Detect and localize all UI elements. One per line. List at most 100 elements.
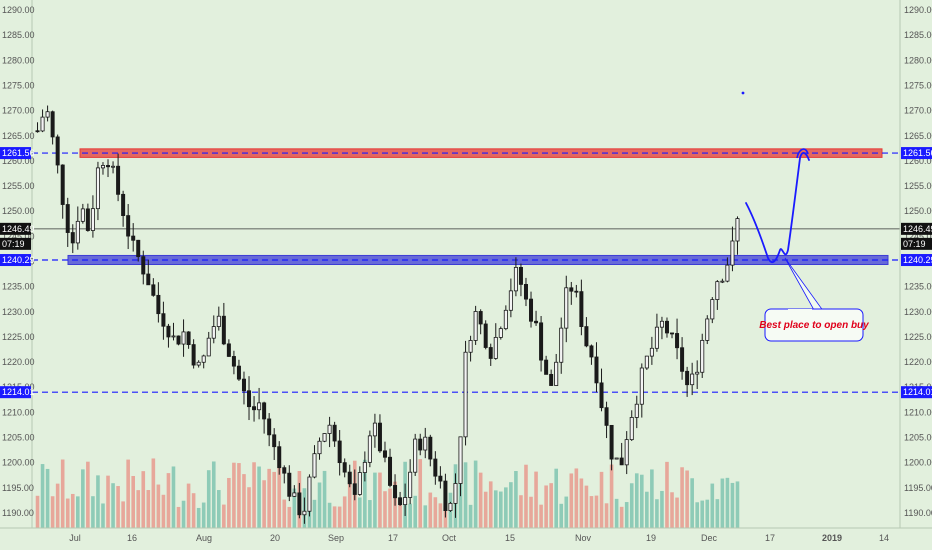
volume-bar xyxy=(710,483,715,528)
volume-bar xyxy=(287,506,292,528)
y-tick-label-right: 1275.00 xyxy=(904,80,932,90)
candle xyxy=(518,263,523,297)
candle xyxy=(287,465,292,502)
candle xyxy=(357,466,362,496)
volume-bar xyxy=(443,507,448,528)
y-tick-label-left: 1260.00 xyxy=(2,156,35,166)
candle xyxy=(241,371,246,405)
candle xyxy=(534,310,539,326)
candle xyxy=(166,323,171,348)
volume-bar xyxy=(368,500,372,528)
candle-body-up xyxy=(327,424,332,434)
candle xyxy=(65,197,70,247)
candle-body-down xyxy=(141,256,146,275)
volume-bar xyxy=(493,490,498,528)
candle-body-down xyxy=(272,434,277,448)
callout[interactable]: Best place to open buy xyxy=(759,257,869,342)
candle xyxy=(574,284,579,298)
volume-bar xyxy=(222,504,226,528)
y-tick-label-left: 1280.00 xyxy=(2,55,35,65)
volume-bar xyxy=(91,496,95,528)
volume-bar xyxy=(166,473,171,528)
candle xyxy=(247,376,252,421)
candle xyxy=(388,448,393,488)
candle xyxy=(312,445,317,479)
volume-bar xyxy=(312,499,317,528)
candle-body-down xyxy=(166,325,171,338)
volume-bar xyxy=(211,461,216,528)
candle xyxy=(725,257,730,283)
candle xyxy=(272,428,277,461)
candle xyxy=(569,281,574,305)
volume-bar xyxy=(584,485,589,528)
y-tick-label-left: 1210.00 xyxy=(2,407,35,417)
volume-bar xyxy=(519,495,523,528)
volume-bar xyxy=(634,473,639,528)
volume-bar xyxy=(529,496,533,528)
candle xyxy=(654,313,659,352)
candle xyxy=(529,291,534,328)
candle-body-up xyxy=(372,422,377,437)
candle-body-up xyxy=(100,165,105,169)
candle xyxy=(151,278,156,297)
current-price-tag-right-bg xyxy=(901,222,932,235)
candle xyxy=(186,331,191,349)
volume-bar xyxy=(181,500,186,528)
y-tick-label-right: 1270.00 xyxy=(904,106,932,116)
candle xyxy=(624,431,629,475)
volume-bar xyxy=(715,499,720,528)
volume-bar xyxy=(730,482,735,528)
price-tag-right-text: 1240.29 xyxy=(903,255,932,265)
resistance-zone xyxy=(79,148,883,158)
volume-bar xyxy=(554,468,558,528)
candle-body-down xyxy=(523,284,528,300)
candle xyxy=(664,317,669,338)
candle-body-down xyxy=(388,456,393,486)
candle xyxy=(483,320,488,350)
candle-body-up xyxy=(206,337,211,357)
candle xyxy=(604,401,609,439)
y-tick-label-right: 1255.00 xyxy=(904,181,932,191)
candle-body-down xyxy=(221,315,226,345)
candle xyxy=(554,353,559,386)
y-tick-label-right: 1280.00 xyxy=(904,55,932,65)
candle xyxy=(478,309,483,335)
y-tick-label-left: 1250.00 xyxy=(2,206,35,216)
candle xyxy=(675,318,680,360)
candle xyxy=(508,278,513,318)
y-tick-label-right: 1205.00 xyxy=(904,432,932,442)
volume-bar xyxy=(111,483,115,528)
volume-bar xyxy=(473,460,478,528)
candle-body-up xyxy=(448,502,453,511)
candle-body-down xyxy=(337,440,342,464)
candle-body-up xyxy=(493,336,498,359)
volume-bar xyxy=(624,502,629,528)
candle-body-down xyxy=(186,331,191,345)
volume-bar xyxy=(65,498,70,528)
volume-bar xyxy=(96,475,100,528)
candle-body-down xyxy=(247,390,252,408)
current-price-tag-left-text: 1246.49 xyxy=(2,224,35,234)
candle-body-down xyxy=(226,343,231,357)
candle xyxy=(685,366,690,397)
candle xyxy=(231,350,236,375)
candle xyxy=(277,441,282,475)
candle-body-down xyxy=(156,294,161,315)
volume-bar xyxy=(534,471,538,528)
candle-body-down xyxy=(685,370,690,386)
x-tick-label: 15 xyxy=(505,533,515,543)
candle xyxy=(473,305,478,345)
candle xyxy=(372,413,377,448)
candle-body-up xyxy=(468,340,473,353)
y-tick-label-right: 1290.00 xyxy=(904,5,932,15)
candle xyxy=(60,164,65,219)
candle xyxy=(463,340,468,446)
candle xyxy=(609,424,614,471)
volume-bar xyxy=(504,487,508,528)
candle-body-down xyxy=(151,284,156,296)
candle-body-up xyxy=(413,438,418,473)
candle xyxy=(438,466,443,489)
y-tick-label-left: 1190.00 xyxy=(2,508,34,518)
